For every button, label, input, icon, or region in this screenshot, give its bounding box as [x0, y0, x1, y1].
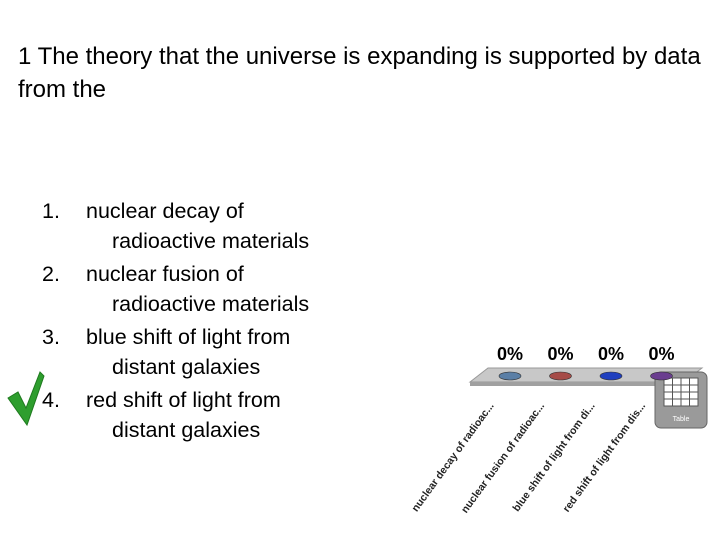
answer-text: red shift of light from distant galaxies: [86, 385, 281, 445]
answer-line: radioactive materials: [112, 229, 310, 253]
value-label: 0%: [497, 344, 523, 364]
answer-number: 1.: [42, 199, 60, 223]
answer-item: 1. nuclear decay of radioactive materials: [42, 196, 332, 256]
answer-line: red shift of light from: [86, 388, 281, 412]
answer-text: nuclear decay of radioactive materials: [86, 196, 309, 256]
chart-floor-edge: [470, 382, 684, 386]
answer-item: 4. red shift of light from distant galaxie…: [42, 385, 332, 445]
answer-text: nuclear fusion of radioactive materials: [86, 259, 309, 319]
answer-text: blue shift of light from distant galaxies: [86, 322, 290, 382]
answer-number: 4.: [42, 388, 60, 412]
answer-line: distant galaxies: [112, 355, 261, 379]
answer-line: distant galaxies: [112, 418, 261, 442]
bar: [650, 371, 673, 381]
category-label: red shift of light from dis...: [561, 400, 649, 514]
answer-number: 3.: [42, 325, 60, 349]
value-label: 0%: [547, 344, 573, 364]
answer-line: blue shift of light from: [86, 325, 291, 349]
answer-number: 2.: [42, 262, 60, 286]
icon-label: Table: [673, 416, 690, 423]
check-mark: [7, 371, 45, 427]
answer-list: 1. nuclear decay of radioactive materials 2…: [42, 196, 332, 448]
category-label: nuclear decay of radioac...: [409, 400, 496, 514]
answer-item: 2. nuclear fusion of radioactive materials: [42, 259, 332, 319]
answer-line: nuclear fusion of: [86, 262, 244, 286]
category-label: blue shift of light from di...: [510, 400, 597, 514]
bar: [498, 371, 522, 381]
bar: [549, 371, 572, 381]
answer-line: nuclear decay of: [86, 199, 244, 223]
value-label: 0%: [648, 344, 674, 364]
answer-item: 3. blue shift of light from distant galaxi…: [42, 322, 332, 382]
value-label: 0%: [598, 344, 624, 364]
bar: [599, 371, 623, 381]
table-icon: Table: [654, 371, 708, 429]
question: 1 The theory that the universe is expand…: [18, 43, 701, 103]
answer-line: radioactive materials: [112, 292, 310, 316]
category-label: nuclear fusion of radioac...: [459, 400, 547, 515]
